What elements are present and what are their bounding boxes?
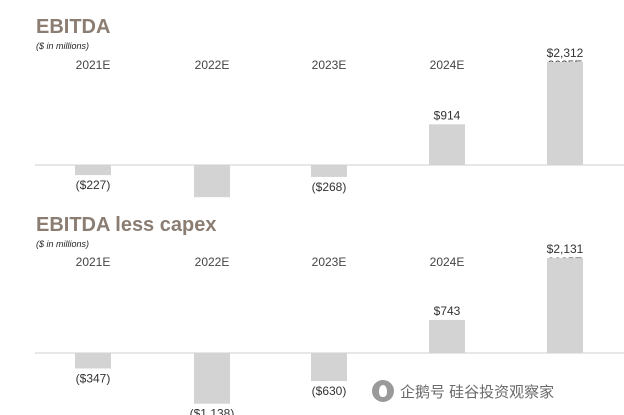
- ebitda-category-label: 2024E: [430, 58, 465, 72]
- ebitda-bar-chart: 2021E($227)2022E($722)2023E($268)2024E$9…: [35, 46, 624, 198]
- chart-subtitle-ebitda-less-capex: ($ in millions): [36, 239, 90, 249]
- ebitda-less-capex-category-label: 2024E: [430, 255, 465, 269]
- ebitda-value-label: ($227): [76, 178, 111, 192]
- ebitda-less-capex-value-label: $743: [434, 304, 461, 318]
- watermark-text: 企鹅号 硅谷投资观察家: [400, 383, 555, 401]
- ebitda-less-capex-value-label: ($630): [312, 384, 347, 398]
- ebitda-bar: [429, 124, 465, 165]
- ebitda-less-capex-value-label: ($347): [76, 371, 111, 385]
- ebitda-less-capex-bar: [75, 353, 111, 369]
- watermark: 企鹅号 硅谷投资观察家: [368, 378, 559, 404]
- ebitda-value-label: $914: [434, 108, 461, 122]
- chart-title-ebitda-less-capex: EBITDA less capex: [36, 214, 217, 236]
- ebitda-less-capex-value-label: $2,131: [547, 242, 584, 256]
- ebitda-category-label: 2022E: [195, 58, 230, 72]
- ebitda-less-capex-value-label: ($1,138): [190, 407, 235, 415]
- ebitda-less-capex-category-label: 2023E: [312, 255, 347, 269]
- ebitda-category-label: 2023E: [312, 58, 347, 72]
- chart-subtitle-ebitda: ($ in millions): [36, 41, 90, 51]
- ebitda-less-capex-category-label: 2021E: [76, 255, 111, 269]
- ebitda-bar: [547, 62, 583, 165]
- ebitda-less-capex-bar: [429, 319, 465, 353]
- ebitda-less-capex-bar: [547, 258, 583, 353]
- ebitda-bar: [311, 165, 347, 177]
- penguin-logo-icon: [372, 380, 394, 402]
- ebitda-bar: [75, 165, 111, 176]
- ebitda-less-capex-bar: [311, 353, 347, 382]
- ebitda-value-label: $2,312: [547, 46, 584, 60]
- ebitda-bar: [194, 165, 230, 198]
- ebitda-less-capex-bar-chart: 2021E ($347) 2022E ($1,138) 2023E ($630) 2024E…: [35, 242, 624, 415]
- ebitda-category-label: 2021E: [76, 58, 111, 72]
- chart-title-ebitda: EBITDA: [36, 16, 111, 38]
- ebitda-less-capex-bar: [194, 353, 230, 404]
- ebitda-value-label: ($268): [312, 180, 347, 194]
- ebitda-less-capex-category-label: 2022E: [195, 255, 230, 269]
